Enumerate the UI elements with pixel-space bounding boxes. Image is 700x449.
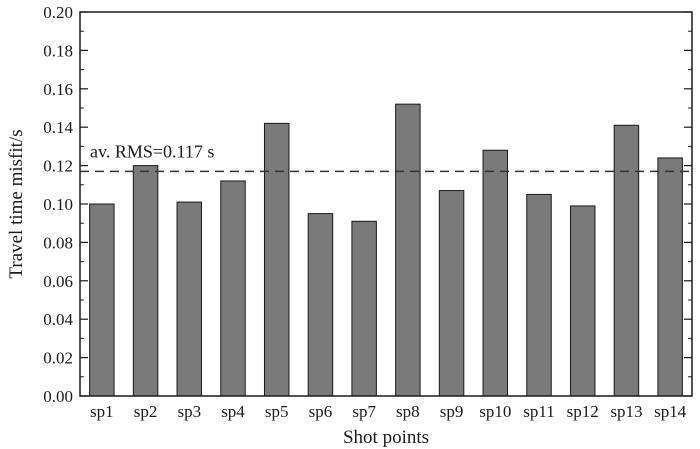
- y-tick-label: 0.14: [43, 118, 73, 137]
- x-tick-label-sp13: sp13: [610, 402, 642, 421]
- y-tick-label: 0.00: [43, 387, 73, 406]
- y-tick-label: 0.08: [43, 233, 73, 252]
- x-tick-label-sp4: sp4: [221, 402, 245, 421]
- x-tick-label-sp5: sp5: [265, 402, 289, 421]
- x-tick-label-sp6: sp6: [309, 402, 333, 421]
- y-tick-label: 0.12: [43, 157, 73, 176]
- x-tick-label-sp12: sp12: [567, 402, 599, 421]
- y-ticks: 0.00 0.02 0.04 0.06 0.08 0.10 0.12 0.14 0.16 0.18…: [43, 3, 692, 406]
- x-tick-label-sp3: sp3: [177, 402, 201, 421]
- bar-sp14: [657, 157, 683, 397]
- bar-sp7: [351, 220, 377, 397]
- y-tick-label: 0.06: [43, 272, 73, 291]
- bar-sp11: [526, 193, 552, 397]
- bar-sp6: [307, 213, 334, 397]
- x-tick-label-sp11: sp11: [523, 402, 555, 421]
- x-tick-label-sp1: sp1: [90, 402, 114, 421]
- y-tick-label: 0.02: [43, 349, 73, 368]
- x-tick-labels: sp1 sp2 sp3 sp4 sp5 sp6 sp7 sp8 sp9 sp10 sp11 sp12 s…: [90, 402, 687, 421]
- x-tick-label-sp8: sp8: [396, 402, 420, 421]
- bar-sp9: [438, 190, 465, 397]
- average-rms-label: av. RMS=0.117 s: [90, 141, 214, 161]
- plot-frame: [79, 11, 693, 397]
- y-axis-title: Travel time misfit/s: [6, 129, 27, 278]
- bar-sp10: [482, 149, 509, 397]
- x-axis-title: Shot points: [343, 427, 429, 448]
- y-tick-label: 0.20: [43, 3, 73, 22]
- bars: [89, 103, 683, 397]
- bar-sp8: [395, 103, 421, 397]
- y-tick-label: 0.16: [43, 80, 73, 99]
- bar-sp2: [132, 165, 159, 397]
- x-tick-label-sp2: sp2: [134, 402, 158, 421]
- x-tick-label-sp10: sp10: [479, 402, 511, 421]
- bar-sp13: [613, 124, 640, 397]
- x-tick-label-sp7: sp7: [352, 402, 376, 421]
- y-tick-label: 0.04: [43, 310, 73, 329]
- bar-sp1: [89, 203, 115, 397]
- bar-sp3: [176, 201, 203, 397]
- bar-sp12: [569, 205, 596, 397]
- x-tick-label-sp9: sp9: [440, 402, 464, 421]
- bar-sp5: [263, 122, 290, 397]
- y-tick-label: 0.10: [43, 195, 73, 214]
- x-tick-label-sp14: sp14: [654, 402, 687, 421]
- y-tick-label: 0.18: [43, 41, 73, 60]
- bar-sp4: [220, 180, 246, 397]
